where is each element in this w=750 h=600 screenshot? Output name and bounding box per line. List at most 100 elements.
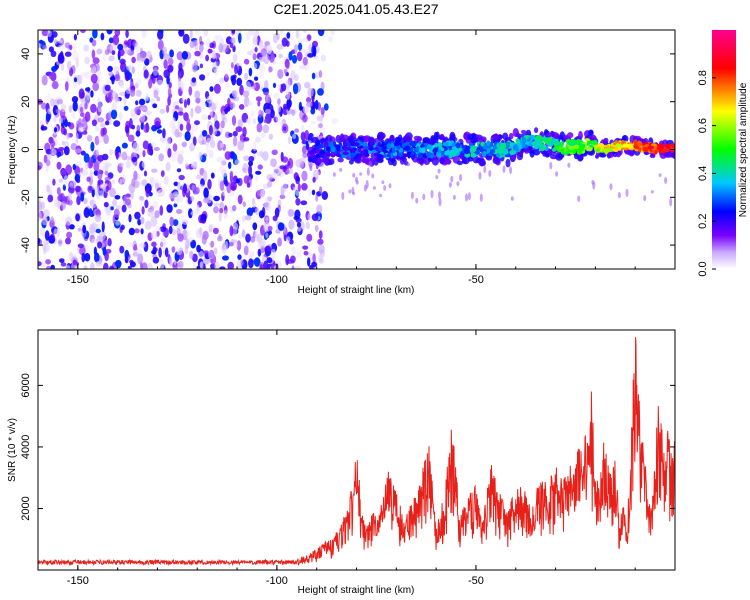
heatmap-cell: [178, 62, 183, 71]
heatmap-cell: [55, 109, 61, 114]
heatmap-cell: [352, 173, 356, 178]
heatmap-cell: [605, 144, 610, 150]
heatmap-cell: [342, 151, 349, 156]
heatmap-cell: [277, 237, 282, 247]
heatmap-cell: [350, 141, 356, 147]
x-tick-label: -150: [67, 575, 89, 587]
heatmap-cell: [570, 139, 575, 144]
heatmap-cell: [256, 122, 263, 133]
heatmap-cell: [53, 127, 58, 133]
heatmap-cell: [48, 72, 55, 80]
heatmap-cell: [229, 102, 236, 109]
heatmap-cell: [321, 191, 329, 200]
heatmap-cell: [246, 207, 254, 217]
snr-x-axis-label: Height of straight line (km): [298, 585, 415, 596]
heatmap-cell: [167, 57, 174, 66]
heatmap-cell: [177, 111, 184, 116]
heatmap-cell: [434, 143, 439, 148]
heatmap-cell: [125, 198, 131, 206]
heatmap-cell: [535, 134, 543, 141]
colorbar-tick-label: 0.4: [697, 166, 709, 181]
heatmap-cell: [154, 210, 160, 219]
heatmap-cell: [585, 147, 593, 152]
heatmap-cell: [71, 96, 79, 103]
heatmap-cell: [317, 88, 324, 96]
heatmap-cell: [182, 186, 186, 198]
heatmap-cell: [57, 44, 65, 51]
heatmap-cell: [171, 117, 176, 126]
heatmap-cell: [68, 105, 72, 113]
heatmap-cell: [323, 103, 329, 111]
heatmap-cell: [131, 56, 136, 64]
heatmap-cell: [94, 135, 100, 146]
heatmap-cell: [64, 118, 68, 128]
heatmap-cell: [386, 143, 392, 150]
heatmap-cell: [213, 202, 220, 208]
heatmap-cell: [281, 83, 287, 92]
heatmap-cell: [501, 149, 509, 155]
heatmap-cell: [479, 193, 483, 202]
heatmap-cell: [162, 128, 166, 139]
heatmap-cell: [368, 160, 372, 168]
heatmap-cell: [86, 176, 91, 182]
y-tick-label: 6000: [20, 373, 32, 397]
heatmap-cell: [168, 82, 172, 89]
heatmap-cell: [133, 170, 138, 181]
heatmap-cell: [118, 112, 123, 121]
heatmap-cell: [73, 43, 77, 53]
heatmap-cell: [97, 169, 103, 180]
heatmap-cell: [567, 132, 574, 139]
heatmap-cell: [254, 76, 259, 81]
heatmap-cell: [115, 220, 120, 226]
heatmap-cell: [308, 140, 312, 145]
heatmap-cell: [252, 53, 257, 61]
heatmap-cell: [388, 183, 392, 189]
heatmap-cell: [236, 260, 242, 269]
heatmap-cell: [132, 142, 139, 152]
heatmap-cell: [314, 170, 320, 178]
heatmap-cell: [245, 118, 250, 124]
heatmap-cell: [106, 30, 113, 35]
heatmap-cell: [177, 154, 184, 165]
heatmap-cell: [474, 150, 480, 155]
heatmap-cell: [202, 172, 207, 179]
heatmap-cell: [312, 40, 318, 48]
heatmap-cell: [650, 190, 654, 194]
heatmap-cell: [167, 95, 171, 106]
heatmap-cell: [534, 127, 539, 134]
heatmap-cell: [118, 48, 125, 57]
heatmap-cell: [224, 151, 232, 160]
heatmap-cell: [206, 143, 210, 153]
heatmap-cell: [177, 78, 182, 89]
heatmap-cell: [341, 145, 347, 151]
heatmap-cell: [173, 203, 178, 208]
heatmap-cell: [56, 99, 63, 105]
heatmap-cell: [274, 207, 280, 218]
heatmap-cell: [87, 185, 93, 193]
heatmap-cell: [65, 216, 73, 226]
heatmap-cell: [267, 196, 273, 202]
heatmap-cell: [311, 120, 316, 125]
heatmap-cell: [231, 115, 237, 126]
heatmap-cell: [306, 233, 313, 242]
heatmap-cell: [218, 42, 224, 53]
heatmap-cell: [151, 74, 156, 84]
heatmap-cell: [279, 30, 284, 36]
heatmap-cell: [234, 159, 241, 166]
heatmap-cell: [242, 201, 246, 207]
heatmap-cell: [188, 208, 193, 219]
heatmap-cell: [159, 226, 167, 233]
heatmap-cell: [339, 167, 343, 172]
heatmap-cell: [318, 70, 323, 78]
heatmap-cell: [258, 41, 262, 53]
heatmap-cell: [298, 42, 303, 52]
heatmap-cell: [210, 139, 216, 149]
y-tick-label: 40: [20, 48, 32, 60]
heatmap-cell: [387, 153, 391, 158]
heatmap-cell: [517, 143, 522, 150]
heatmap-cell: [97, 154, 104, 162]
heatmap-cell: [115, 259, 122, 268]
heatmap-cell: [181, 97, 185, 103]
heatmap-cell: [123, 40, 129, 45]
